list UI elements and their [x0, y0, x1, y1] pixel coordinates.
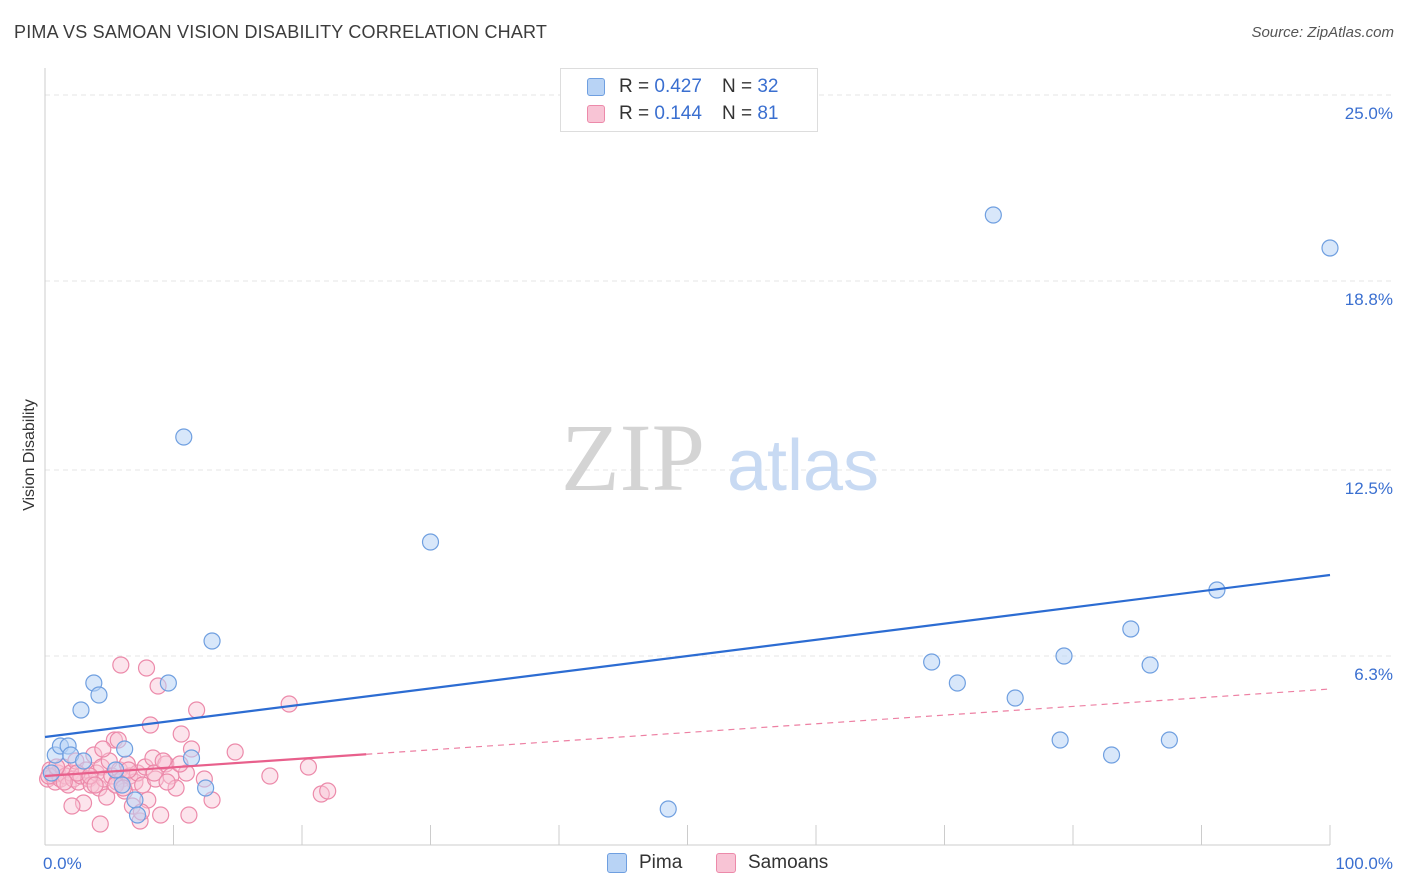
- pima-n-value: 32: [757, 76, 779, 97]
- samoan-trend-solid: [44, 753, 367, 778]
- samoan-point: [226, 743, 244, 761]
- pima-point: [42, 764, 61, 782]
- pima-trend-solid: [44, 573, 1331, 739]
- samoan-point: [261, 767, 279, 785]
- samoan-point: [98, 788, 116, 806]
- samoan-point: [91, 815, 109, 833]
- samoan-point: [299, 758, 318, 776]
- samoan-point: [94, 740, 112, 758]
- pima-point: [175, 428, 193, 446]
- samoan-point: [188, 701, 206, 719]
- grid-lines: [45, 94, 1395, 657]
- samoan-point: [63, 797, 81, 815]
- y-tick-label: 25.0%: [1345, 104, 1393, 123]
- samoans-n-value: 81: [757, 103, 779, 124]
- pima-point: [90, 686, 108, 704]
- pima-points: [42, 206, 1339, 824]
- correlation-legend: R = 0.427 N = 32 R = 0.144 N = 81: [560, 68, 818, 132]
- samoan-point: [86, 776, 104, 794]
- legend-pima-swatch: [607, 853, 627, 873]
- pima-point: [126, 791, 144, 809]
- pima-point: [113, 776, 131, 794]
- pima-point: [74, 752, 93, 770]
- pima-point: [159, 674, 177, 692]
- pima-swatch: [587, 78, 605, 96]
- pima-point: [203, 632, 221, 650]
- samoan-point: [152, 806, 170, 824]
- samoan-point: [180, 806, 198, 824]
- y-tick-label: 6.3%: [1354, 665, 1393, 684]
- pima-r-value: 0.427: [654, 76, 702, 97]
- pima-point: [923, 653, 941, 671]
- pima-point: [182, 749, 201, 767]
- pima-point: [1122, 620, 1140, 638]
- samoan-point: [177, 764, 195, 782]
- watermark-atlas: atlas: [727, 426, 879, 506]
- pima-point: [659, 800, 677, 818]
- pima-point: [1160, 731, 1178, 749]
- x-tick-label-min: 0.0%: [43, 854, 82, 873]
- legend-row-samoans: R = 0.144 N = 81: [587, 103, 778, 125]
- legend-item-pima: Pima: [607, 852, 682, 874]
- pima-point: [1321, 239, 1339, 257]
- samoan-points: [38, 656, 337, 833]
- pima-r-label: R =: [619, 76, 650, 97]
- x-tick-label-max: 100.0%: [1335, 854, 1393, 873]
- samoan-point: [172, 725, 190, 743]
- pima-n-label: N =: [721, 76, 753, 97]
- samoan-point: [167, 779, 185, 797]
- series-legend: Pima Samoans: [0, 852, 1406, 878]
- pima-point: [128, 806, 147, 824]
- samoan-point: [280, 695, 298, 713]
- samoan-point: [319, 782, 337, 800]
- axes: [44, 68, 1331, 846]
- pima-point: [421, 533, 440, 551]
- samoans-r-value: 0.144: [654, 103, 702, 124]
- pima-point: [1141, 656, 1159, 674]
- legend-row-pima: R = 0.427 N = 32: [587, 76, 778, 98]
- pima-point: [116, 740, 134, 758]
- legend-item-samoans: Samoans: [716, 852, 828, 874]
- pima-point: [72, 701, 90, 719]
- tick-labels: 6.3% 12.5% 18.8% 25.0% 0.0% 100.0%: [43, 104, 1393, 873]
- samoan-point: [137, 659, 156, 677]
- samoans-n-label: N =: [721, 103, 753, 124]
- samoans-swatch: [587, 105, 605, 123]
- samoan-point: [112, 656, 130, 674]
- legend-pima-label: Pima: [639, 852, 683, 873]
- pima-point: [1055, 647, 1073, 665]
- samoan-trend-dashed: [366, 688, 1331, 755]
- pima-point: [984, 206, 1002, 224]
- y-tick-label: 12.5%: [1345, 479, 1393, 498]
- pima-point: [948, 674, 966, 692]
- trend-lines: [44, 573, 1331, 778]
- samoan-point: [158, 773, 176, 791]
- pima-point: [1102, 746, 1121, 764]
- chart-title: PIMA VS SAMOAN VISION DISABILITY CORRELA…: [14, 22, 548, 42]
- y-tick-label: 18.8%: [1345, 290, 1393, 309]
- legend-samoans-label: Samoans: [748, 852, 829, 873]
- watermark-zip: ZIP: [561, 404, 705, 511]
- source-label: Source: ZipAtlas.com: [1251, 24, 1394, 41]
- pima-point: [1006, 689, 1024, 707]
- watermark: ZIP atlas: [561, 404, 879, 511]
- legend-samoans-swatch: [716, 853, 736, 873]
- pima-point: [197, 779, 215, 797]
- pima-point: [1051, 731, 1069, 749]
- samoans-r-label: R =: [619, 103, 650, 124]
